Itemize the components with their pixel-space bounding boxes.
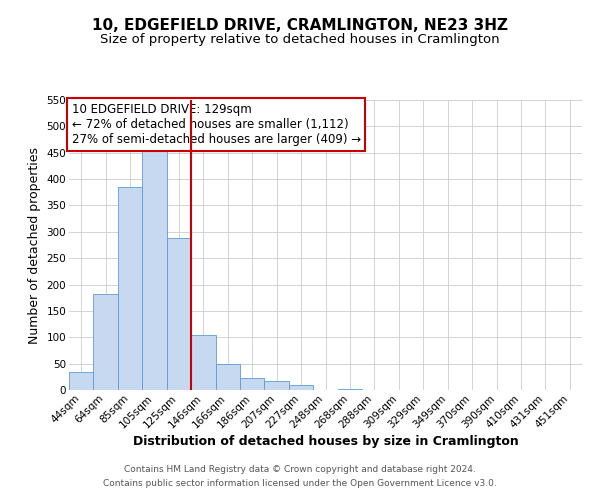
Bar bbox=[191, 334, 215, 390]
Bar bbox=[289, 386, 313, 390]
Y-axis label: Number of detached properties: Number of detached properties bbox=[28, 146, 41, 344]
Bar bbox=[118, 187, 142, 390]
Bar bbox=[240, 378, 265, 390]
X-axis label: Distribution of detached houses by size in Cramlington: Distribution of detached houses by size … bbox=[133, 435, 518, 448]
Bar bbox=[338, 389, 362, 390]
Bar bbox=[69, 372, 94, 390]
Text: 10, EDGEFIELD DRIVE, CRAMLINGTON, NE23 3HZ: 10, EDGEFIELD DRIVE, CRAMLINGTON, NE23 3… bbox=[92, 18, 508, 32]
Text: Size of property relative to detached houses in Cramlington: Size of property relative to detached ho… bbox=[100, 32, 500, 46]
Text: Contains HM Land Registry data © Crown copyright and database right 2024.
Contai: Contains HM Land Registry data © Crown c… bbox=[103, 466, 497, 487]
Bar bbox=[215, 364, 240, 390]
Bar bbox=[167, 238, 191, 390]
Bar bbox=[94, 294, 118, 390]
Bar bbox=[265, 380, 289, 390]
Text: 10 EDGEFIELD DRIVE: 129sqm
← 72% of detached houses are smaller (1,112)
27% of s: 10 EDGEFIELD DRIVE: 129sqm ← 72% of deta… bbox=[71, 103, 361, 146]
Bar bbox=[142, 150, 167, 390]
